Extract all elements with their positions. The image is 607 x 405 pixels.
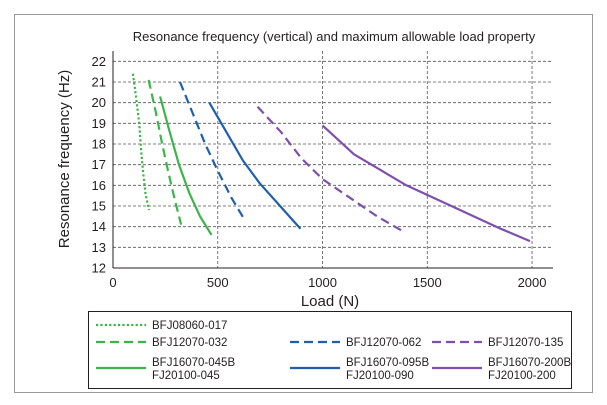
legend-label: FJ20100-200 [488,370,556,382]
legend-label: BFJ16070-095B [346,357,429,369]
y-axis-title: Resonance frequency (Hz) [56,70,73,248]
y-tick-label: 18 [92,137,106,152]
legend-label: BFJ08060-017 [152,320,227,332]
series-line [159,96,213,236]
legend-label: FJ20100-090 [346,370,414,382]
legend-box [88,311,572,389]
legend-label: BFJ12070-032 [152,337,227,349]
y-tick-label: 15 [92,199,106,214]
legend-label: FJ20100-045 [152,370,220,382]
legend-label: BFJ16070-200B [488,357,571,369]
x-axis-title: Load (N) [301,293,359,310]
legend-label: BFJ12070-135 [488,337,563,349]
chart-title: Resonance frequency (vertical) and maxim… [133,29,536,44]
y-tick-label: 22 [92,54,106,69]
series-line [147,79,183,225]
x-tick-label: 500 [207,275,229,290]
legend: BFJ08060-017BFJ12070-032BFJ16070-045BFJ2… [88,311,572,389]
x-tick-label: 2000 [518,275,547,290]
y-tick-label: 21 [92,75,106,90]
series-line [321,124,531,243]
y-tick-label: 17 [92,157,106,172]
plot-area: 12 13 14 15 16 17 18 19 20 21 22 0 500 1000 1500 2000 [92,51,553,290]
x-tick-label: 1500 [413,275,442,290]
x-tick-label: 0 [109,275,116,290]
legend-label: BFJ12070-062 [346,337,421,349]
y-tick-label: 19 [92,116,106,131]
y-tick-label: 16 [92,178,106,193]
legend-label: BFJ16070-045B [152,357,235,369]
y-tick-label: 14 [92,219,106,234]
series-line [178,81,246,222]
series-line [256,106,403,232]
y-tick-label: 13 [92,240,106,255]
y-tick-label: 12 [92,261,106,276]
y-tick-label: 20 [92,95,106,110]
x-tick-label: 1000 [308,275,337,290]
series-line [131,73,151,211]
series-line [208,102,302,230]
